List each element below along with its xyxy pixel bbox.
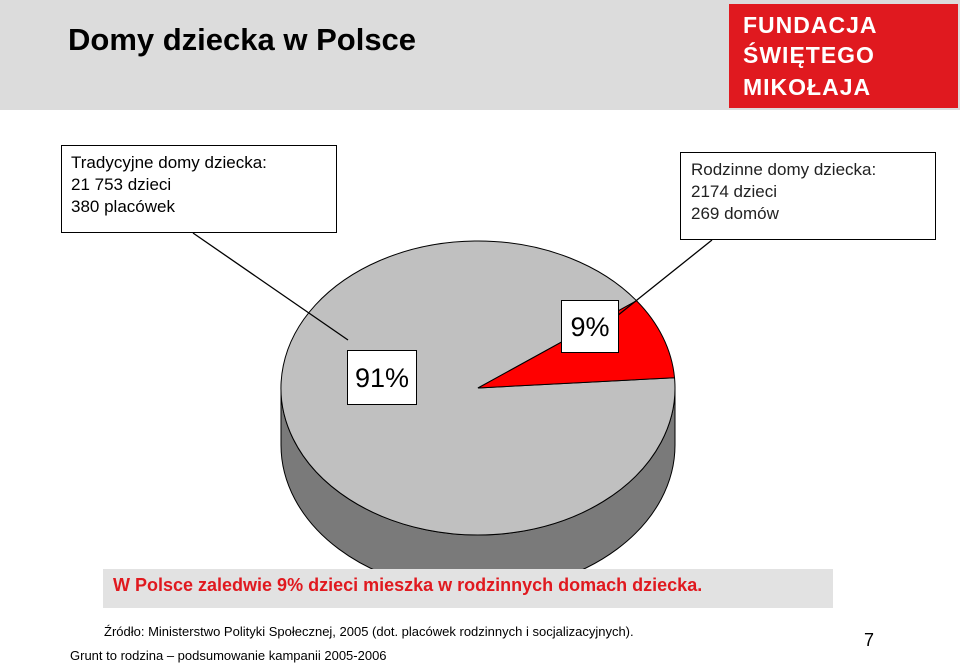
footer-campaign: Grunt to rodzina – podsumowanie kampanii… bbox=[70, 648, 387, 663]
leader-line-traditional bbox=[192, 232, 349, 341]
logo-line: FUNDACJA bbox=[743, 12, 878, 38]
callout-line: Rodzinne domy dziecka: bbox=[691, 160, 877, 179]
foundation-logo: FUNDACJA ŚWIĘTEGO MIKOŁAJA bbox=[729, 4, 958, 108]
callout-family-homes: Rodzinne domy dziecka: 2174 dzieci 269 d… bbox=[680, 152, 936, 240]
page-title: Domy dziecka w Polsce bbox=[68, 22, 417, 57]
source-note: Źródło: Ministerstwo Polityki Społecznej… bbox=[104, 624, 634, 639]
logo-line: MIKOŁAJA bbox=[743, 74, 872, 100]
page-number: 7 bbox=[864, 630, 875, 650]
callout-line: 21 753 dzieci bbox=[71, 175, 172, 194]
slice-label-9: 9% bbox=[561, 300, 619, 353]
slice-label-91: 91% bbox=[347, 350, 417, 405]
leader-line-family bbox=[611, 239, 713, 321]
callout-line: 380 placówek bbox=[71, 197, 175, 216]
callout-traditional-homes: Tradycyjne domy dziecka: 21 753 dzieci 3… bbox=[61, 145, 337, 233]
callout-line: 2174 dzieci bbox=[691, 182, 778, 201]
callout-line: 269 domów bbox=[691, 204, 779, 223]
logo-line: ŚWIĘTEGO bbox=[743, 42, 875, 68]
callout-line: Tradycyjne domy dziecka: bbox=[71, 153, 267, 172]
conclusion-banner: W Polsce zaledwie 9% dzieci mieszka w ro… bbox=[103, 569, 833, 608]
pie-top bbox=[280, 240, 676, 536]
